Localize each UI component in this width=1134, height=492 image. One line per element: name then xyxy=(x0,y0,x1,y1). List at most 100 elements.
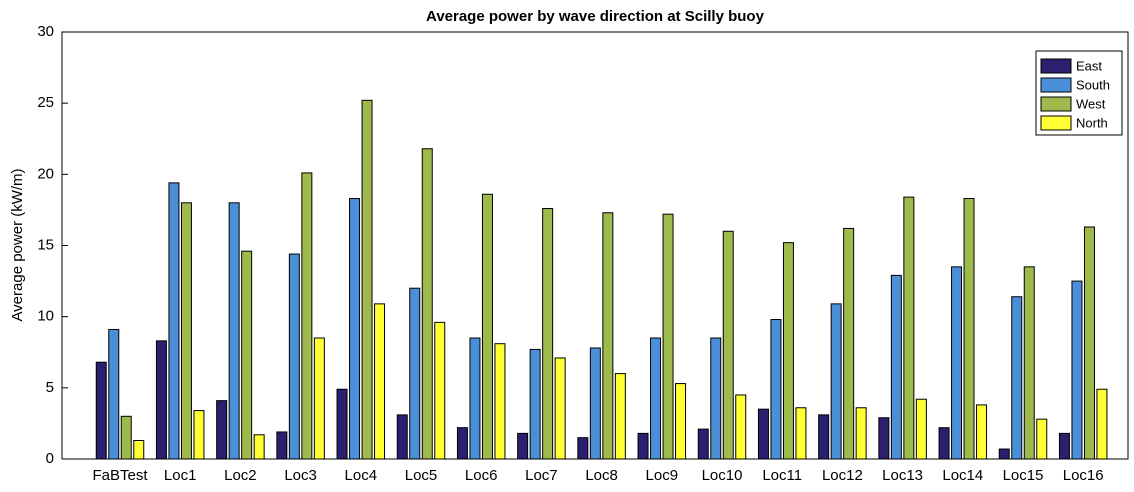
y-axis-label: Average power (kW/m) xyxy=(9,168,26,321)
legend-label: East xyxy=(1076,58,1102,73)
legend-swatch xyxy=(1040,77,1072,93)
legend-swatch xyxy=(1040,96,1072,112)
bar xyxy=(216,400,228,460)
bar xyxy=(1011,296,1023,460)
legend-label: South xyxy=(1076,77,1110,92)
bar xyxy=(662,213,674,460)
y-tick-label: 30 xyxy=(37,23,54,40)
y-tick-label: 5 xyxy=(46,379,54,396)
bar xyxy=(133,439,145,460)
bar xyxy=(301,172,313,460)
bar xyxy=(890,274,902,460)
y-tick-label: 0 xyxy=(46,450,54,467)
bar xyxy=(155,340,167,460)
legend-swatch xyxy=(1040,58,1072,74)
bar xyxy=(855,407,867,460)
legend-swatch xyxy=(1040,115,1072,131)
bar xyxy=(241,250,253,460)
y-tick-label: 15 xyxy=(37,236,54,253)
bar xyxy=(409,287,421,460)
chart-title: Average power by wave direction at Scill… xyxy=(426,8,765,25)
legend-label: North xyxy=(1076,115,1108,130)
bar xyxy=(168,182,180,460)
bar xyxy=(554,357,566,460)
bar xyxy=(456,427,468,460)
bar xyxy=(878,417,890,460)
bar xyxy=(697,428,709,460)
bar xyxy=(650,337,662,460)
bar xyxy=(589,347,601,460)
bar xyxy=(180,202,192,460)
bar xyxy=(336,388,348,460)
bar xyxy=(577,437,589,460)
x-tick-label: Loc15 xyxy=(1003,467,1044,484)
bar xyxy=(349,198,361,460)
x-tick-label: Loc11 xyxy=(762,467,802,484)
bar xyxy=(903,196,915,460)
bar xyxy=(396,414,408,460)
bar xyxy=(517,432,529,460)
x-tick-label: Loc9 xyxy=(646,467,679,484)
bar xyxy=(421,148,433,460)
bar xyxy=(1058,432,1070,460)
x-tick-label: Loc4 xyxy=(345,467,378,484)
bar xyxy=(915,398,927,460)
bar xyxy=(818,414,830,460)
bar xyxy=(120,415,132,460)
bar xyxy=(276,431,288,460)
bar xyxy=(757,408,769,460)
bar xyxy=(602,212,614,460)
bar xyxy=(951,266,963,460)
bar xyxy=(228,202,240,460)
bar xyxy=(95,361,107,460)
bar xyxy=(795,407,807,460)
bar xyxy=(1083,226,1095,460)
bar xyxy=(494,343,506,460)
x-tick-label: Loc3 xyxy=(284,467,317,484)
bar xyxy=(108,328,120,460)
x-tick-label: Loc10 xyxy=(702,467,743,484)
bar xyxy=(770,319,782,460)
bar xyxy=(1096,388,1108,460)
x-tick-label: Loc14 xyxy=(942,467,983,484)
x-tick-label: Loc7 xyxy=(525,467,558,484)
bar xyxy=(434,321,446,460)
bar xyxy=(735,394,747,460)
bar xyxy=(614,373,626,460)
bar xyxy=(193,410,205,460)
bar xyxy=(542,207,554,460)
bar xyxy=(675,383,687,460)
bar xyxy=(288,253,300,460)
bar xyxy=(313,337,325,460)
bar xyxy=(722,230,734,460)
legend-label: West xyxy=(1076,96,1106,111)
bar xyxy=(253,434,265,460)
bar xyxy=(637,432,649,460)
y-tick-label: 25 xyxy=(37,94,54,111)
bar xyxy=(481,193,493,460)
bar xyxy=(782,242,794,460)
x-tick-label: Loc2 xyxy=(224,467,257,484)
bar xyxy=(998,448,1010,460)
x-tick-label: Loc1 xyxy=(164,467,197,484)
x-tick-label: Loc16 xyxy=(1063,467,1104,484)
bar xyxy=(1071,280,1083,460)
y-tick-label: 10 xyxy=(37,308,54,325)
x-tick-label: Loc8 xyxy=(585,467,618,484)
y-tick-label: 20 xyxy=(37,165,54,182)
bar xyxy=(529,348,541,460)
bar xyxy=(976,404,988,460)
bar xyxy=(469,337,481,460)
bar xyxy=(830,303,842,460)
bar xyxy=(361,99,373,460)
bar xyxy=(963,198,975,460)
x-tick-label: Loc12 xyxy=(822,467,863,484)
bar xyxy=(938,427,950,460)
x-tick-label: Loc6 xyxy=(465,467,498,484)
x-tick-label: Loc13 xyxy=(882,467,923,484)
bar xyxy=(1023,266,1035,460)
bar xyxy=(374,303,386,460)
x-tick-label: FaBTest xyxy=(92,467,148,484)
bar xyxy=(1036,418,1048,460)
